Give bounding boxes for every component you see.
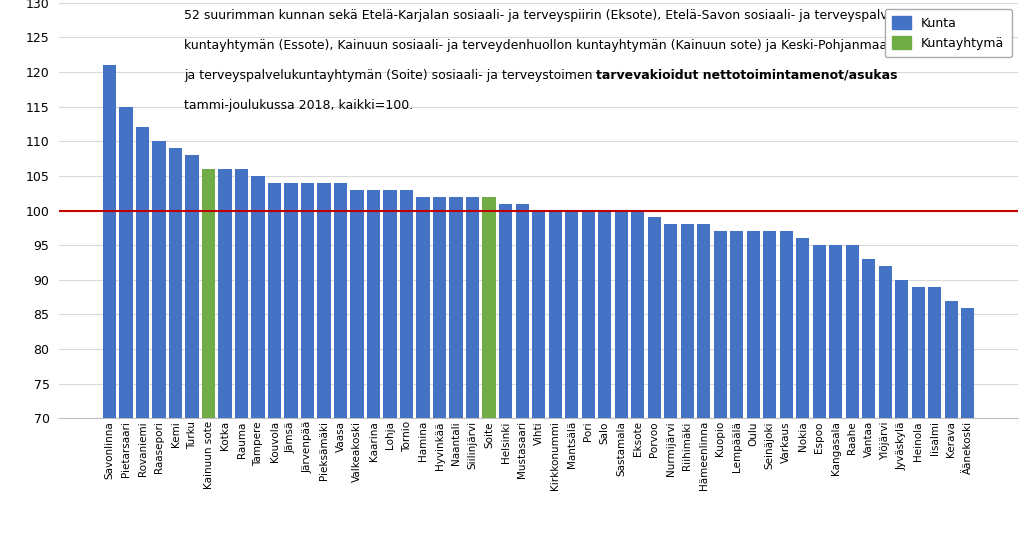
Bar	[219, 169, 231, 533]
Bar	[598, 211, 611, 533]
Bar	[284, 183, 298, 533]
Text: ja terveyspalvelukuntayhtymän (Soite) sosiaali- ja terveystoimen: ja terveyspalvelukuntayhtymän (Soite) so…	[184, 69, 596, 82]
Bar	[483, 197, 496, 533]
Bar	[648, 217, 661, 533]
Bar	[664, 224, 677, 533]
Bar	[367, 190, 381, 533]
Bar	[301, 183, 314, 533]
Bar	[136, 127, 149, 533]
Legend: Kunta, Kuntayhtymä: Kunta, Kuntayhtymä	[885, 9, 1012, 58]
Bar	[812, 245, 826, 533]
Bar	[449, 197, 462, 533]
Bar	[697, 224, 710, 533]
Bar	[565, 211, 578, 533]
Bar	[152, 141, 166, 533]
Bar	[333, 183, 347, 533]
Bar	[829, 245, 842, 533]
Bar	[252, 176, 265, 533]
Bar	[631, 211, 644, 533]
Text: 52 suurimman kunnan sekä Etelä-Karjalan sosiaali- ja terveyspiirin (Eksote), Ete: 52 suurimman kunnan sekä Etelä-Karjalan …	[184, 9, 926, 22]
Bar	[928, 287, 941, 533]
Bar	[962, 308, 974, 533]
Bar	[730, 231, 744, 533]
Bar	[532, 211, 545, 533]
Bar	[103, 65, 116, 533]
Bar	[120, 107, 133, 533]
Bar	[714, 231, 726, 533]
Bar	[747, 231, 760, 533]
Bar	[384, 190, 397, 533]
Bar	[317, 183, 330, 533]
Bar	[879, 266, 892, 533]
Bar	[911, 287, 925, 533]
Bar	[268, 183, 281, 533]
Bar	[548, 211, 562, 533]
Bar	[400, 190, 413, 533]
Text: kuntayhtymän (Essote), Kainuun sosiaali- ja terveydenhuollon kuntayhtymän (Kainu: kuntayhtymän (Essote), Kainuun sosiaali-…	[184, 39, 950, 52]
Bar	[796, 238, 809, 533]
Bar	[680, 224, 694, 533]
Bar	[235, 169, 249, 533]
Bar	[169, 148, 182, 533]
Bar	[185, 155, 198, 533]
Text: tarvevakioidut nettotoimintamenot/asukas: tarvevakioidut nettotoimintamenot/asukas	[596, 69, 898, 82]
Bar	[433, 197, 446, 533]
Bar	[499, 204, 513, 533]
Bar	[895, 280, 908, 533]
Bar	[466, 197, 479, 533]
Bar	[416, 197, 430, 533]
Bar	[202, 169, 215, 533]
Bar	[516, 204, 529, 533]
Bar	[351, 190, 363, 533]
Bar	[862, 259, 876, 533]
Bar	[944, 301, 958, 533]
Bar	[615, 211, 628, 533]
Bar	[763, 231, 776, 533]
Text: tammi-joulukussa 2018, kaikki=100.: tammi-joulukussa 2018, kaikki=100.	[184, 99, 413, 112]
Bar	[780, 231, 793, 533]
Bar	[846, 245, 858, 533]
Bar	[581, 211, 594, 533]
